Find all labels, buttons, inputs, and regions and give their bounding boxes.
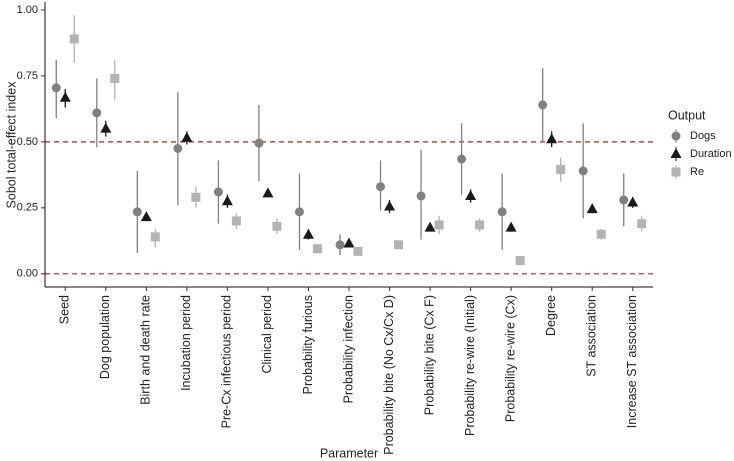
point — [221, 195, 233, 206]
point — [619, 195, 629, 205]
y-tick-label: 0.75 — [17, 70, 38, 82]
point — [59, 91, 71, 102]
x-tick-label: Dog population — [98, 295, 112, 379]
point — [51, 83, 61, 93]
point — [394, 240, 404, 250]
point — [637, 219, 647, 229]
x-tick-label: Probability re-wire (Initial) — [463, 295, 477, 436]
point — [416, 191, 426, 201]
point — [424, 221, 436, 232]
point — [181, 131, 193, 142]
x-tick-label: Clinical period — [260, 295, 274, 374]
y-tick-label: 0.50 — [17, 136, 38, 148]
point — [475, 220, 485, 230]
point — [578, 166, 588, 176]
point — [596, 229, 606, 239]
point — [262, 187, 274, 198]
x-tick-label: Probability bite (No Cx/Cx D) — [382, 295, 396, 455]
x-tick-label: Probability infection — [341, 295, 355, 403]
y-tick-label: 1.00 — [17, 4, 38, 16]
x-tick-label: Birth and death rate — [139, 295, 153, 405]
point — [515, 256, 525, 266]
x-tick-label: Degree — [544, 295, 558, 336]
x-tick-label: Pre-Cx infectious period — [220, 295, 234, 428]
legend-label: Duration — [690, 148, 732, 160]
legend-symbol — [671, 167, 681, 177]
x-tick-label: Seed — [58, 295, 72, 324]
point — [312, 244, 322, 254]
x-tick-label: ST association — [584, 295, 598, 377]
x-axis-title: Parameter — [320, 446, 378, 460]
x-tick-label: Incubation period — [179, 295, 193, 391]
point — [302, 228, 314, 239]
x-tick-label: Probability furious — [301, 295, 315, 394]
y-tick-label: 0.00 — [17, 268, 38, 280]
point — [92, 108, 102, 118]
point — [294, 207, 304, 217]
point — [132, 207, 142, 217]
point — [546, 133, 558, 144]
x-tick-label: Increase ST association — [625, 295, 639, 428]
legend-label: Dogs — [690, 130, 716, 142]
point — [69, 34, 79, 44]
point — [384, 200, 396, 211]
point — [140, 211, 152, 222]
point — [376, 182, 386, 192]
point — [465, 189, 477, 200]
point — [213, 187, 223, 197]
point — [343, 237, 355, 248]
point — [538, 100, 548, 110]
point — [556, 165, 566, 175]
legend-symbol — [671, 131, 681, 141]
y-axis-title: Sobol total-effect index — [4, 81, 18, 209]
point — [191, 192, 201, 202]
point — [272, 221, 282, 231]
point — [173, 143, 183, 153]
point — [254, 138, 264, 148]
point — [353, 246, 363, 256]
y-tick-label: 0.25 — [17, 202, 38, 214]
x-tick-label: Probability bite (Cx F) — [422, 295, 436, 415]
legend-label: Re — [690, 166, 704, 178]
point — [231, 216, 241, 226]
point — [110, 74, 120, 84]
legend-symbol — [670, 148, 682, 158]
point — [457, 154, 467, 164]
x-tick-label: Probability re-wire (Cx) — [503, 295, 517, 422]
legend-title: Output — [668, 108, 706, 122]
point — [497, 207, 507, 217]
point — [335, 240, 345, 250]
point — [586, 203, 598, 214]
point — [627, 196, 639, 207]
point — [434, 220, 444, 230]
point — [150, 232, 160, 242]
point — [100, 122, 112, 133]
point — [505, 221, 517, 232]
